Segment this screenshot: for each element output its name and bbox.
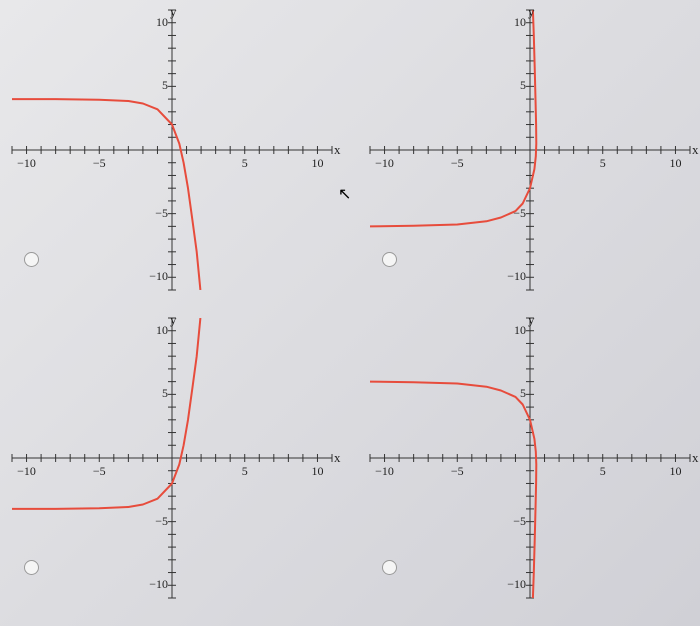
y-axis-label: y bbox=[528, 4, 535, 20]
ytick-label: 10 bbox=[142, 15, 168, 30]
xtick-label: 10 bbox=[665, 464, 685, 479]
xtick-label: 10 bbox=[307, 156, 327, 171]
xtick-label: −5 bbox=[89, 464, 109, 479]
ytick-label: 10 bbox=[500, 15, 526, 30]
ytick-label: −10 bbox=[142, 577, 168, 592]
xtick-label: −10 bbox=[17, 156, 37, 171]
xtick-label: 5 bbox=[235, 464, 255, 479]
option-radio-plot-c[interactable] bbox=[24, 560, 39, 575]
ytick-label: −5 bbox=[500, 206, 526, 221]
ytick-label: 5 bbox=[142, 386, 168, 401]
x-axis-label: x bbox=[334, 450, 341, 466]
ytick-label: −5 bbox=[500, 514, 526, 529]
plot-svg bbox=[12, 10, 332, 290]
option-radio-plot-a[interactable] bbox=[24, 252, 39, 267]
xtick-label: 5 bbox=[593, 464, 613, 479]
plot-svg bbox=[370, 10, 690, 290]
option-radio-plot-d[interactable] bbox=[382, 560, 397, 575]
curve bbox=[370, 10, 536, 226]
option-radio-plot-b[interactable] bbox=[382, 252, 397, 267]
xtick-label: 10 bbox=[307, 464, 327, 479]
xtick-label: −5 bbox=[89, 156, 109, 171]
plot-svg bbox=[370, 318, 690, 598]
plot-a: −10−5510−10−5510yx bbox=[12, 10, 332, 290]
ytick-label: −10 bbox=[500, 269, 526, 284]
plot-b: −10−5510−10−5510yx bbox=[370, 10, 690, 290]
plot-c: −10−5510−10−5510yx bbox=[12, 318, 332, 598]
y-axis-label: y bbox=[528, 312, 535, 328]
ytick-label: 5 bbox=[500, 78, 526, 93]
xtick-label: −5 bbox=[447, 464, 467, 479]
y-axis-label: y bbox=[170, 4, 177, 20]
x-axis-label: x bbox=[692, 450, 699, 466]
ytick-label: −10 bbox=[142, 269, 168, 284]
xtick-label: −10 bbox=[17, 464, 37, 479]
ytick-label: −5 bbox=[142, 514, 168, 529]
xtick-label: 5 bbox=[593, 156, 613, 171]
xtick-label: −5 bbox=[447, 156, 467, 171]
ytick-label: −10 bbox=[500, 577, 526, 592]
xtick-label: 5 bbox=[235, 156, 255, 171]
ytick-label: −5 bbox=[142, 206, 168, 221]
ytick-label: 10 bbox=[142, 323, 168, 338]
y-axis-label: y bbox=[170, 312, 177, 328]
x-axis-label: x bbox=[334, 142, 341, 158]
plot-svg bbox=[12, 318, 332, 598]
mouse-cursor: ↖ bbox=[338, 184, 351, 204]
plot-d: −10−5510−10−5510yx bbox=[370, 318, 690, 598]
xtick-label: −10 bbox=[375, 156, 395, 171]
ytick-label: 5 bbox=[142, 78, 168, 93]
ytick-label: 5 bbox=[500, 386, 526, 401]
x-axis-label: x bbox=[692, 142, 699, 158]
xtick-label: 10 bbox=[665, 156, 685, 171]
ytick-label: 10 bbox=[500, 323, 526, 338]
xtick-label: −10 bbox=[375, 464, 395, 479]
